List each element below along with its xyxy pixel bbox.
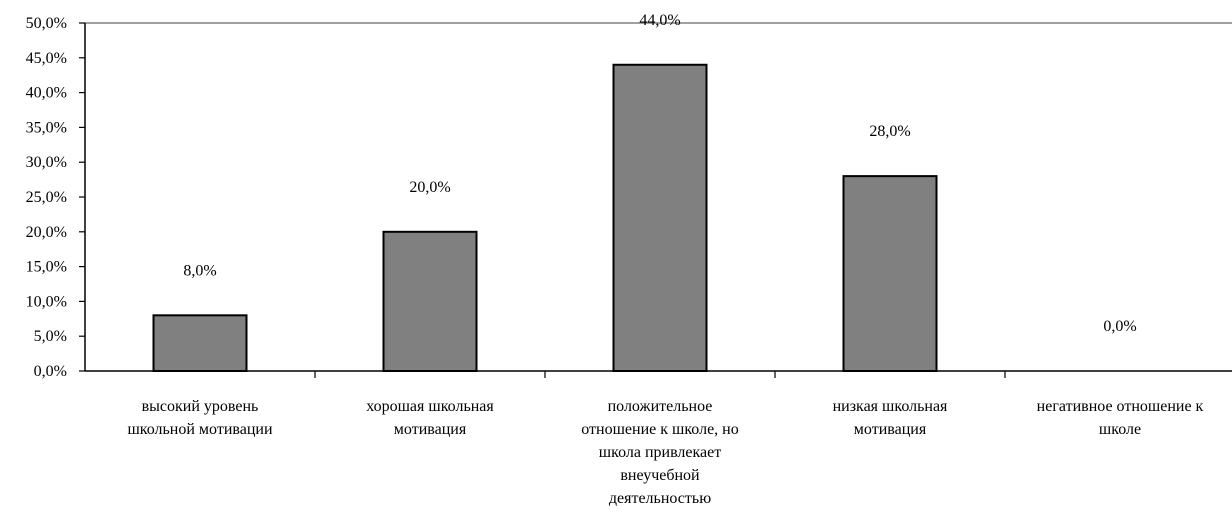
x-category-label: внеучебной (620, 467, 700, 484)
y-tick-label: 35,0% (26, 119, 67, 136)
bar (612, 63, 708, 372)
data-label: 0,0% (1103, 318, 1136, 335)
x-category-label: мотивация (394, 421, 467, 438)
x-category-label: высокий уровень (142, 398, 259, 415)
x-category-label: отношение к школе, но (581, 421, 738, 438)
x-category-label: школа привлекает (599, 444, 721, 461)
x-category-label: негативное отношение к (1037, 398, 1204, 415)
data-label: 44,0% (639, 12, 680, 29)
y-tick-label: 15,0% (26, 259, 67, 276)
x-category-label: школе (1099, 421, 1141, 438)
x-category-label: деятельностью (609, 490, 711, 507)
x-category-label: положительное (608, 398, 713, 415)
data-label: 20,0% (409, 179, 450, 196)
y-tick-label: 45,0% (26, 50, 67, 67)
y-axis-ticks: 0,0% 5,0% 10,0% 15,0% 20,0% 25,0% 30,0% 35,0% 40… (26, 15, 85, 380)
x-axis-categories: высокий уровень школьной мотивации хорошая… (127, 398, 1203, 507)
y-tick-label: 20,0% (26, 224, 67, 241)
x-category-label: школьной мотивации (127, 421, 273, 438)
bar (152, 314, 248, 373)
data-labels: 8,0% 20,0% 44,0% 28,0% 0,0% (183, 12, 1136, 335)
y-tick-label: 10,0% (26, 293, 67, 310)
x-category-label: мотивация (854, 421, 927, 438)
bar (382, 230, 478, 372)
y-tick-label: 30,0% (26, 154, 67, 171)
y-tick-label: 5,0% (34, 328, 67, 345)
x-axis-ticks (314, 371, 1006, 378)
x-category-label: низкая школьная (833, 398, 948, 415)
y-tick-label: 50,0% (26, 15, 67, 32)
y-tick-label: 25,0% (26, 189, 67, 206)
data-label: 28,0% (869, 123, 910, 140)
bars (152, 63, 938, 373)
x-category-label: хорошая школьная (366, 398, 494, 415)
y-tick-label: 40,0% (26, 85, 67, 102)
data-label: 8,0% (183, 262, 216, 279)
bar (842, 175, 938, 372)
y-tick-label: 0,0% (34, 363, 67, 380)
